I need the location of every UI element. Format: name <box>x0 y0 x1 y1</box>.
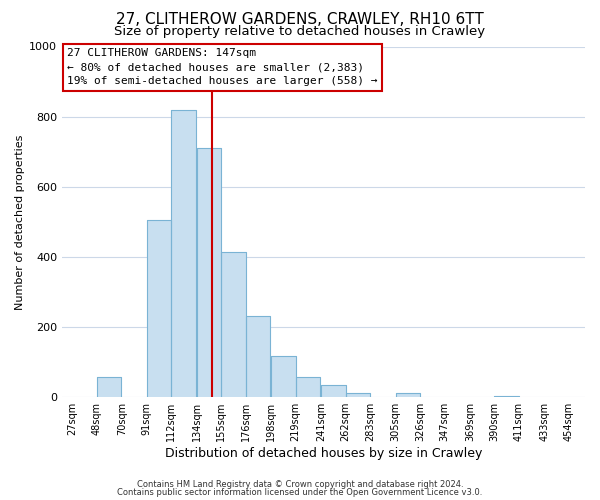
Text: 27 CLITHEROW GARDENS: 147sqm
← 80% of detached houses are smaller (2,383)
19% of: 27 CLITHEROW GARDENS: 147sqm ← 80% of de… <box>67 48 378 86</box>
Text: Size of property relative to detached houses in Crawley: Size of property relative to detached ho… <box>115 25 485 38</box>
Text: Contains public sector information licensed under the Open Government Licence v3: Contains public sector information licen… <box>118 488 482 497</box>
X-axis label: Distribution of detached houses by size in Crawley: Distribution of detached houses by size … <box>165 447 482 460</box>
Y-axis label: Number of detached properties: Number of detached properties <box>15 134 25 310</box>
Text: 27, CLITHEROW GARDENS, CRAWLEY, RH10 6TT: 27, CLITHEROW GARDENS, CRAWLEY, RH10 6TT <box>116 12 484 28</box>
Text: Contains HM Land Registry data © Crown copyright and database right 2024.: Contains HM Land Registry data © Crown c… <box>137 480 463 489</box>
